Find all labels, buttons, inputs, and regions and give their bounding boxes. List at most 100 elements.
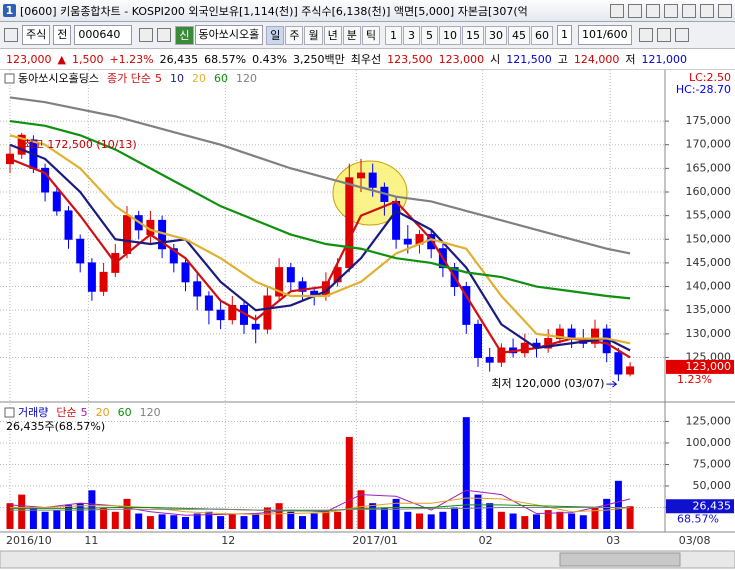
legend-entry: 60 bbox=[118, 406, 132, 419]
low-annotation: 최저 120,000 (03/07) bbox=[491, 377, 604, 390]
name-icon: 신 bbox=[175, 25, 194, 45]
candle-body bbox=[275, 267, 284, 297]
volume-bar bbox=[123, 498, 131, 529]
volume-bar bbox=[100, 507, 108, 529]
legend-icon bbox=[4, 407, 15, 418]
volume-bar bbox=[299, 516, 306, 529]
volume-bar bbox=[439, 511, 447, 529]
interval-button[interactable]: 15 bbox=[461, 25, 484, 45]
quote-item: 저 bbox=[625, 53, 636, 66]
tool-icon[interactable] bbox=[157, 28, 172, 42]
market-select[interactable]: 주식 bbox=[22, 25, 51, 45]
candle-body bbox=[555, 328, 564, 340]
period-button[interactable]: 일 bbox=[266, 25, 285, 45]
quote-item: 121,500 bbox=[506, 52, 552, 66]
volume-bar bbox=[111, 511, 119, 529]
interval-button[interactable]: 30 bbox=[484, 25, 507, 45]
period-button[interactable]: 주 bbox=[285, 25, 304, 45]
tool-icon[interactable] bbox=[638, 28, 653, 42]
volume-bar bbox=[556, 511, 564, 529]
candle-body bbox=[17, 134, 26, 155]
volume-bar bbox=[392, 498, 400, 529]
interval-button[interactable]: 1 bbox=[384, 25, 402, 45]
volume-bar bbox=[146, 516, 154, 529]
y-tick-label: 155,000 bbox=[686, 209, 732, 222]
candle-body bbox=[52, 191, 61, 212]
window-icon[interactable] bbox=[628, 3, 642, 18]
volume-bar bbox=[416, 513, 423, 529]
candle-body bbox=[298, 281, 307, 292]
window-icon[interactable] bbox=[610, 3, 624, 18]
code-input[interactable]: 000640 bbox=[74, 25, 133, 45]
quote-item: 0.43% bbox=[252, 52, 288, 66]
interval-button[interactable]: 5 bbox=[420, 25, 438, 45]
legend-entry: 20 bbox=[192, 72, 206, 85]
candle-body bbox=[64, 210, 73, 240]
window-icon[interactable] bbox=[646, 3, 660, 18]
tool-icon[interactable] bbox=[139, 28, 154, 42]
window-icon[interactable] bbox=[700, 3, 714, 18]
interval-button[interactable]: 10 bbox=[438, 25, 461, 45]
y-tick-label: 50,000 bbox=[693, 479, 732, 492]
interval-button[interactable]: 45 bbox=[507, 25, 530, 45]
candle-body bbox=[123, 215, 131, 254]
volume-bar bbox=[462, 417, 470, 529]
period-button[interactable]: 월 bbox=[304, 25, 323, 45]
volume-bar bbox=[380, 507, 388, 529]
x-tick-label: 11 bbox=[84, 534, 98, 547]
interval-button[interactable]: 3 bbox=[402, 25, 420, 45]
period-button[interactable]: 분 bbox=[342, 25, 361, 45]
quote-item: 123,500 bbox=[387, 52, 433, 66]
scope-select[interactable]: 전 bbox=[53, 25, 72, 45]
window-icon[interactable] bbox=[718, 3, 732, 18]
x-tick-label: 12 bbox=[221, 534, 235, 547]
y-tick-label: 75,000 bbox=[693, 457, 732, 470]
count-select[interactable]: 1 bbox=[556, 25, 572, 45]
period-button[interactable]: 년 bbox=[323, 25, 342, 45]
window-icon[interactable] bbox=[664, 3, 678, 18]
last-volume-label: 26,435 bbox=[693, 499, 732, 512]
tool-icon[interactable] bbox=[4, 28, 18, 42]
window-tab[interactable]: 1 bbox=[3, 4, 16, 17]
y-tick-label: 130,000 bbox=[686, 327, 732, 340]
volume-bar bbox=[65, 504, 72, 529]
volume-bar bbox=[626, 506, 634, 529]
legend-entry: 120 bbox=[140, 406, 161, 419]
candle-body bbox=[333, 267, 342, 283]
y-tick-label: 125,000 bbox=[686, 414, 732, 427]
high-annotation: 최고 172,500 (10/13) bbox=[24, 138, 137, 151]
window-icon[interactable] bbox=[682, 3, 696, 18]
candle-body bbox=[251, 323, 260, 330]
volume-bar bbox=[603, 498, 611, 529]
candle-body bbox=[76, 238, 85, 264]
volume-bar bbox=[29, 507, 37, 529]
legend-entry: 60 bbox=[214, 72, 228, 85]
tool-icon[interactable] bbox=[674, 28, 689, 42]
quote-item: 1,500 bbox=[71, 52, 104, 66]
candle-body bbox=[286, 267, 295, 283]
period-button[interactable]: 틱 bbox=[361, 25, 380, 45]
volume-bar bbox=[252, 513, 260, 529]
volume-bar bbox=[334, 511, 342, 529]
volume-bar bbox=[6, 503, 14, 529]
x-tick-label: 03 bbox=[606, 534, 620, 547]
candle-body bbox=[392, 200, 401, 240]
x-tick-label: 03/08 bbox=[679, 534, 711, 547]
volume-bar bbox=[217, 516, 225, 529]
candle-body bbox=[228, 304, 237, 321]
legend-ma-label: 종가 단순 bbox=[107, 72, 151, 85]
quote-item: 최우선 bbox=[350, 53, 382, 66]
legend-entry: 5 bbox=[81, 406, 88, 419]
quote-item: 124,000 bbox=[573, 52, 620, 66]
tool-icon[interactable] bbox=[656, 28, 671, 42]
volume-bar bbox=[568, 513, 576, 529]
legend-entry: 10 bbox=[170, 72, 184, 85]
candle-body bbox=[357, 172, 365, 179]
candle-body bbox=[614, 352, 623, 375]
quote-item: +1.23% bbox=[109, 52, 154, 66]
interval-button[interactable]: 60 bbox=[530, 25, 553, 45]
last-volume-box bbox=[666, 499, 734, 514]
ma-line bbox=[9, 134, 631, 345]
